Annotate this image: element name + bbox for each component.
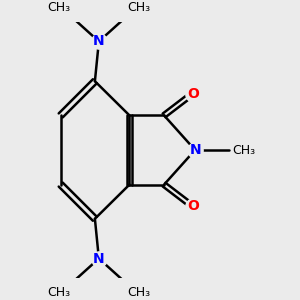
Text: CH₃: CH₃ bbox=[47, 1, 70, 13]
Text: CH₃: CH₃ bbox=[47, 286, 70, 299]
Text: O: O bbox=[187, 86, 199, 100]
Text: CH₃: CH₃ bbox=[232, 143, 255, 157]
Text: N: N bbox=[93, 34, 105, 49]
Text: CH₃: CH₃ bbox=[128, 286, 151, 299]
Text: N: N bbox=[189, 143, 201, 157]
Text: O: O bbox=[187, 200, 199, 214]
Text: N: N bbox=[93, 251, 105, 266]
Text: CH₃: CH₃ bbox=[128, 1, 151, 13]
